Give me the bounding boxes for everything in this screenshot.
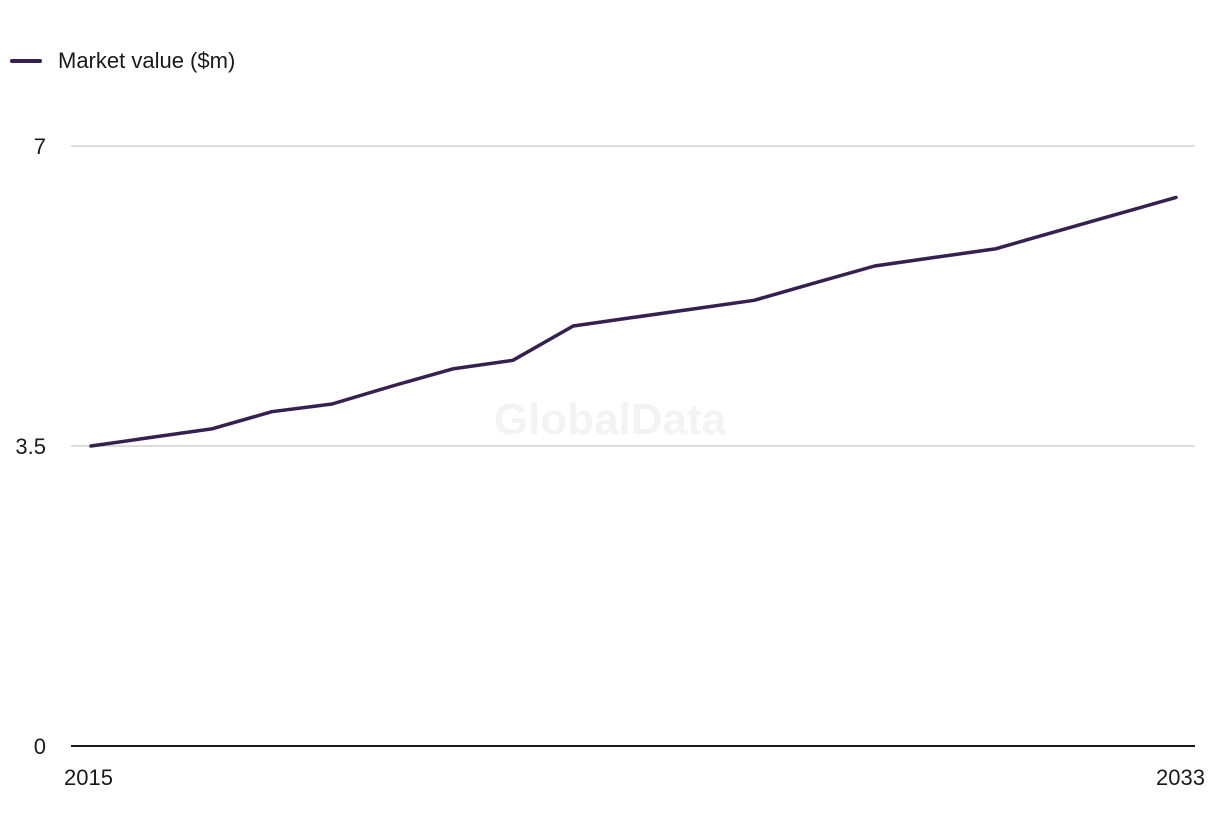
y-tick-label: 7 [34,134,46,159]
y-axis-ticks: 03.57 [15,134,46,759]
x-axis-ticks: 2015 2033 [64,765,1205,790]
x-tick-label: 2033 [1156,765,1205,790]
legend-label-market-value: Market value ($m) [58,48,236,73]
y-tick-label: 3.5 [15,434,46,459]
x-tick-label: 2015 [64,765,113,790]
y-tick-label: 0 [34,734,46,759]
series-line-market-value [89,195,1178,448]
grid-lines [71,145,1195,447]
series-layer [89,195,1178,448]
legend: Market value ($m) [10,46,235,76]
legend-swatch [10,59,42,63]
watermark: GlobalData [494,395,727,444]
